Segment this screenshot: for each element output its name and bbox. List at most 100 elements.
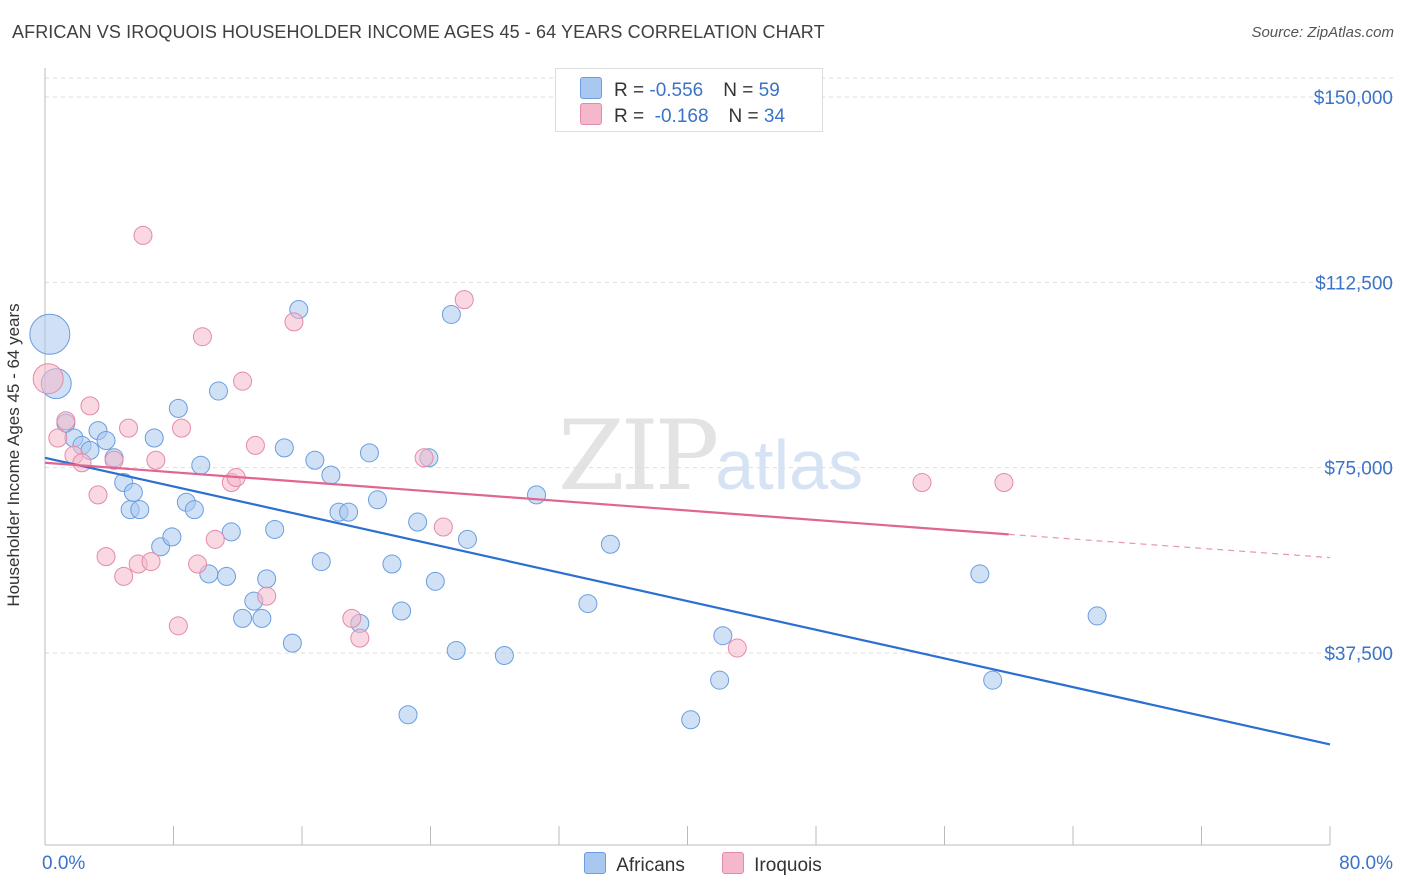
africans-point — [392, 601, 412, 621]
n-label: N = — [723, 80, 759, 101]
iroquois-point — [350, 628, 370, 648]
africans-point — [710, 670, 730, 690]
iroquois-point — [188, 554, 208, 574]
n-label: N = — [728, 106, 764, 127]
africans-point — [217, 566, 237, 586]
r-label: R = — [614, 106, 650, 127]
chart-title: AFRICAN VS IROQUOIS HOUSEHOLDER INCOME A… — [12, 22, 825, 42]
iroquois-point — [72, 453, 92, 473]
legend-item-africans: Africans — [584, 852, 685, 877]
africans-point — [681, 710, 701, 730]
africans-point — [382, 554, 402, 574]
africans-point — [191, 455, 211, 475]
iroquois-trend-extension — [1008, 533, 1331, 559]
iroquois-legend-swatch — [722, 852, 745, 874]
africans-point — [457, 529, 477, 549]
africans-point — [578, 594, 598, 614]
africans-point — [970, 564, 990, 584]
africans-point — [123, 482, 143, 502]
africans-point — [408, 512, 428, 532]
africans-point — [144, 428, 164, 448]
correlation-legend: R = -0.556 N = 59 R = -0.168 N = 34 — [555, 68, 823, 132]
iroquois-point — [119, 418, 139, 438]
iroquois-point — [104, 450, 124, 470]
africans-point — [527, 485, 547, 505]
r-value-iroquois: -0.168 — [649, 106, 709, 127]
iroquois-point — [257, 586, 277, 606]
y-tick-label: $37,500 — [1324, 644, 1393, 665]
africans-point — [96, 430, 116, 450]
iroquois-point — [284, 312, 304, 332]
iroquois-point — [994, 472, 1014, 492]
r-label: R = — [614, 80, 650, 101]
watermark-zip: ZIP — [558, 400, 719, 512]
iroquois-point — [88, 485, 108, 505]
y-tick-label: $112,500 — [1315, 273, 1393, 294]
legend-label-iroquois: Iroquois — [754, 855, 822, 876]
y-axis-label: Householder Income Ages 45 - 64 years — [4, 303, 23, 607]
iroquois-trend-line — [44, 461, 1009, 536]
africans-point — [274, 438, 294, 458]
n-value-africans: 59 — [758, 80, 780, 101]
iroquois-point — [912, 472, 932, 492]
watermark: ZIPatlas — [558, 400, 863, 512]
africans-point — [252, 608, 272, 628]
africans-point — [233, 608, 253, 628]
africans-point — [441, 304, 461, 324]
series-legend: Africans Iroquois — [0, 852, 1406, 877]
iroquois-point — [727, 638, 747, 658]
iroquois-point — [80, 396, 100, 416]
africans-point — [398, 705, 418, 725]
africans-point — [257, 569, 277, 589]
africans-point — [339, 502, 359, 522]
africans-point — [282, 633, 302, 653]
iroquois-point — [342, 608, 362, 628]
africans-point — [221, 522, 241, 542]
africans-point — [494, 645, 514, 665]
africans-point — [713, 626, 733, 646]
africans-point — [1087, 606, 1107, 626]
y-tick-label: $150,000 — [1314, 88, 1393, 109]
africans-point — [162, 527, 182, 547]
iroquois-swatch — [580, 103, 602, 125]
n-value-iroquois: 34 — [763, 106, 786, 127]
africans-point — [321, 465, 341, 485]
iroquois-point — [48, 428, 68, 448]
iroquois-point — [146, 450, 166, 470]
iroquois-point — [414, 448, 434, 468]
iroquois-point — [114, 566, 134, 586]
r-value-africans: -0.556 — [649, 80, 704, 101]
africans-point — [311, 552, 331, 572]
africans-point — [359, 443, 379, 463]
iroquois-point — [245, 435, 265, 455]
iroquois-point — [454, 290, 474, 310]
africans-point — [168, 398, 188, 418]
iroquois-point — [168, 616, 188, 636]
africans-point — [983, 670, 1003, 690]
legend-row-africans: R = -0.556 N = 59 — [580, 77, 780, 102]
africans-point — [130, 500, 150, 520]
iroquois-point — [192, 327, 212, 347]
africans-point — [265, 519, 285, 539]
y-tick-label: $75,000 — [1324, 459, 1393, 480]
africans-point — [305, 450, 325, 470]
legend-item-iroquois: Iroquois — [722, 852, 822, 877]
iroquois-point — [133, 225, 153, 245]
africans-swatch — [580, 77, 602, 99]
africans-point — [29, 313, 71, 355]
iroquois-point — [141, 552, 161, 572]
iroquois-point — [56, 411, 76, 431]
x-tick-label: 0.0% — [42, 853, 85, 874]
iroquois-point — [433, 517, 453, 537]
legend-row-iroquois: R = -0.168 N = 34 — [580, 103, 785, 128]
africans-point — [367, 490, 387, 510]
source-credit: Source: ZipAtlas.com — [1251, 24, 1394, 41]
africans-point — [446, 641, 466, 661]
africans-point — [208, 381, 228, 401]
iroquois-point — [172, 418, 192, 438]
iroquois-point — [32, 363, 64, 395]
africans-trend-line — [44, 456, 1331, 746]
africans-point — [425, 571, 445, 591]
iroquois-point — [233, 371, 253, 391]
